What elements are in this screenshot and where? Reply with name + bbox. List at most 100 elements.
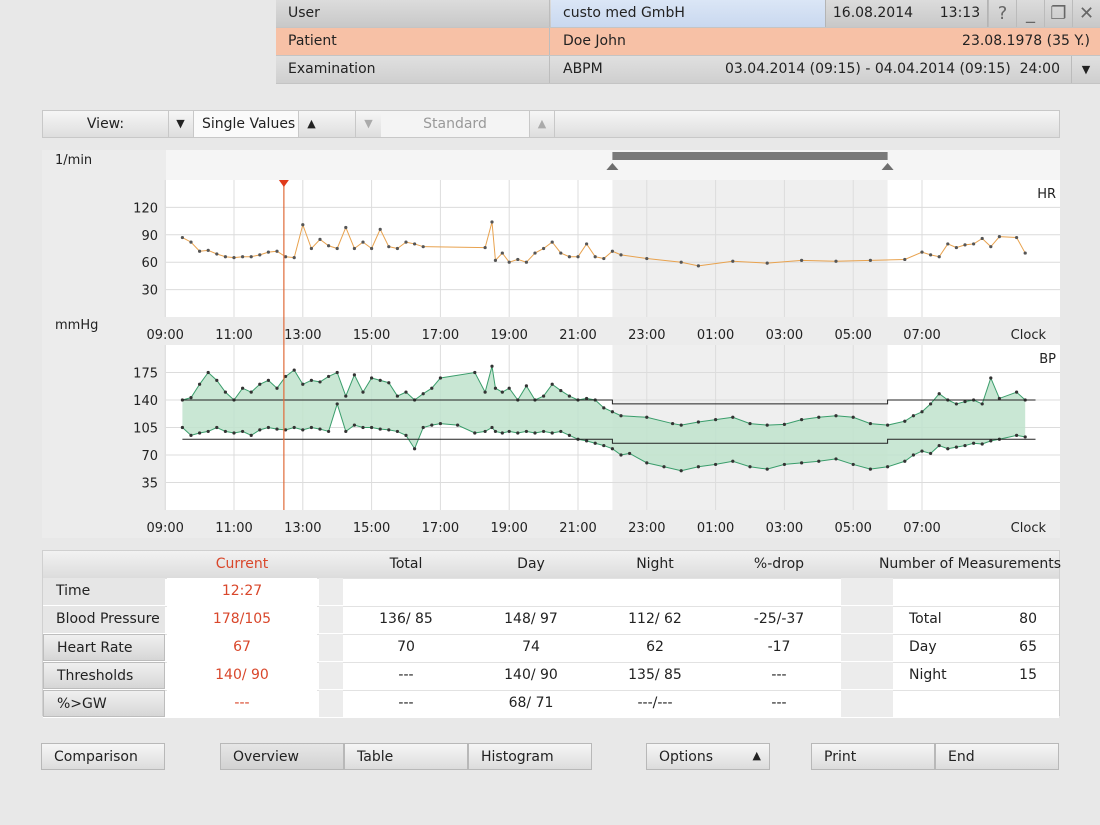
minimize-icon[interactable]: _	[1016, 0, 1044, 27]
cell-day: 74	[522, 639, 540, 655]
range-start-handle	[606, 163, 619, 170]
bp-y-tick-3: 140	[133, 394, 158, 409]
bp-x-tick-2: 15:00	[353, 521, 390, 536]
hr-point-1	[189, 240, 193, 244]
current-cell-bg	[167, 578, 317, 605]
bp-diastolic-point-9	[258, 428, 262, 432]
cell-current: 140/ 90	[215, 667, 269, 683]
table-button[interactable]: Table	[344, 743, 468, 770]
close-icon[interactable]: ✕	[1072, 0, 1100, 27]
hr-point-41	[576, 255, 580, 259]
hr-point-8	[249, 255, 253, 259]
spacer-cell	[841, 690, 893, 717]
bp-x-tick-0: 11:00	[215, 521, 252, 536]
bp-systolic-point-30	[438, 376, 442, 380]
cell-total	[343, 578, 469, 605]
bp-x-tick-11: 09:00	[146, 521, 183, 536]
hr-point-39	[559, 251, 563, 255]
hr-point-6	[232, 256, 236, 260]
night-range-slider	[612, 152, 888, 160]
exam-duration: 24:00	[1019, 61, 1060, 77]
measurement-value: 80	[1019, 611, 1037, 627]
hr-x-tick-2: 15:00	[353, 328, 390, 343]
hr-point-57	[929, 253, 933, 257]
measurement-label: Total	[909, 611, 942, 627]
hr-x-tick-5: 21:00	[559, 328, 596, 343]
exam-dropdown-icon[interactable]: ▼	[1071, 56, 1100, 83]
header-night: Night	[636, 556, 674, 572]
bp-diastolic-point-22	[370, 425, 374, 430]
overview-button[interactable]: Overview	[220, 743, 344, 770]
bp-diastolic-point-70	[929, 451, 933, 456]
bp-systolic-point-22	[370, 376, 374, 380]
row-label[interactable]: Thresholds	[43, 662, 165, 689]
view-next-icon[interactable]: ▲	[298, 111, 324, 137]
bp-diastolic-point-63	[834, 457, 838, 461]
bp-diastolic-point-48	[602, 443, 606, 448]
bp-y-tick-0: 35	[141, 477, 158, 492]
view-select[interactable]: Single Values	[193, 111, 298, 137]
hr-point-38	[550, 240, 554, 244]
hr-point-29	[483, 245, 487, 250]
hr-x-tick-1: 13:00	[284, 328, 321, 343]
help-icon[interactable]: ?	[988, 0, 1016, 27]
bp-diastolic-point-26	[404, 433, 408, 437]
bp-diastolic-point-43	[559, 429, 563, 434]
spacer-cell	[841, 606, 893, 633]
histogram-button[interactable]: Histogram	[468, 743, 592, 770]
hr-x-tick-9: 05:00	[834, 328, 871, 343]
row-label[interactable]: %>GW	[43, 690, 165, 717]
view-prev-icon[interactable]: ▼	[168, 111, 192, 137]
hr-x-tick-7: 01:00	[697, 328, 734, 343]
hr-x-tick-3: 17:00	[422, 328, 459, 343]
bp-diastolic-point-80	[1023, 435, 1027, 439]
restore-icon[interactable]: ❐	[1044, 0, 1072, 27]
bp-x-tick-1: 13:00	[284, 521, 321, 536]
hr-point-56	[920, 250, 924, 254]
header-drop: %-drop	[753, 556, 805, 572]
bp-diastolic-point-0	[180, 425, 184, 430]
cell-drop: ---	[771, 667, 787, 683]
options-button[interactable]: Options ▲	[646, 743, 770, 770]
bp-diastolic-point-46	[585, 439, 589, 443]
hr-point-28	[421, 245, 425, 249]
bp-diastolic-point-74	[963, 443, 967, 448]
date-time: 16.08.2014 13:13	[826, 0, 988, 27]
bp-diastolic-point-14	[301, 428, 305, 432]
print-button[interactable]: Print	[811, 743, 935, 770]
spacer-cell	[841, 578, 893, 605]
view-label: View:	[86, 116, 125, 132]
bp-diastolic-point-77	[989, 439, 993, 443]
hr-point-26	[404, 240, 408, 244]
bp-diastolic-point-20	[352, 423, 356, 427]
abpm-chart[interactable]: 30 60 90 120 11:00 13:00 15:00 17:00 19:00 21:00 2…	[42, 150, 1060, 538]
end-button[interactable]: End	[935, 743, 1059, 770]
bp-diastolic-point-17	[327, 429, 331, 434]
bp-systolic-point-36	[507, 386, 511, 390]
row-label[interactable]: Heart Rate	[43, 634, 165, 661]
standard-select[interactable]: Standard	[381, 111, 529, 137]
hr-point-14	[301, 223, 305, 227]
bp-diastolic-point-36	[500, 431, 504, 435]
hr-point-64	[989, 245, 993, 249]
hr-point-12	[284, 255, 288, 259]
bp-systolic-point-57	[765, 423, 769, 427]
bp-x-tick-9: 05:00	[834, 521, 871, 536]
standard-next-icon[interactable]: ▲	[529, 111, 555, 137]
hr-x-tick-11: 09:00	[146, 328, 183, 343]
bp-x-tick-6: 23:00	[628, 521, 665, 536]
bp-diastolic-point-16	[318, 427, 322, 431]
bp-systolic-point-69	[937, 392, 941, 396]
hr-x-tick-6: 23:00	[628, 328, 665, 343]
comparison-button[interactable]: Comparison	[41, 743, 165, 770]
current-cell-bg	[167, 690, 317, 717]
standard-prev-icon[interactable]: ▼	[355, 111, 381, 137]
hr-x-tick-4: 19:00	[490, 328, 527, 343]
bp-systolic-point-63	[868, 421, 873, 426]
hr-point-13	[292, 256, 296, 260]
bp-diastolic-point-25	[395, 429, 399, 434]
bp-diastolic-point-2	[198, 431, 202, 435]
measurement-value: 15	[1019, 667, 1037, 683]
exam-label: Examination	[276, 56, 550, 83]
user-value[interactable]: custo med GmbH	[551, 0, 826, 27]
